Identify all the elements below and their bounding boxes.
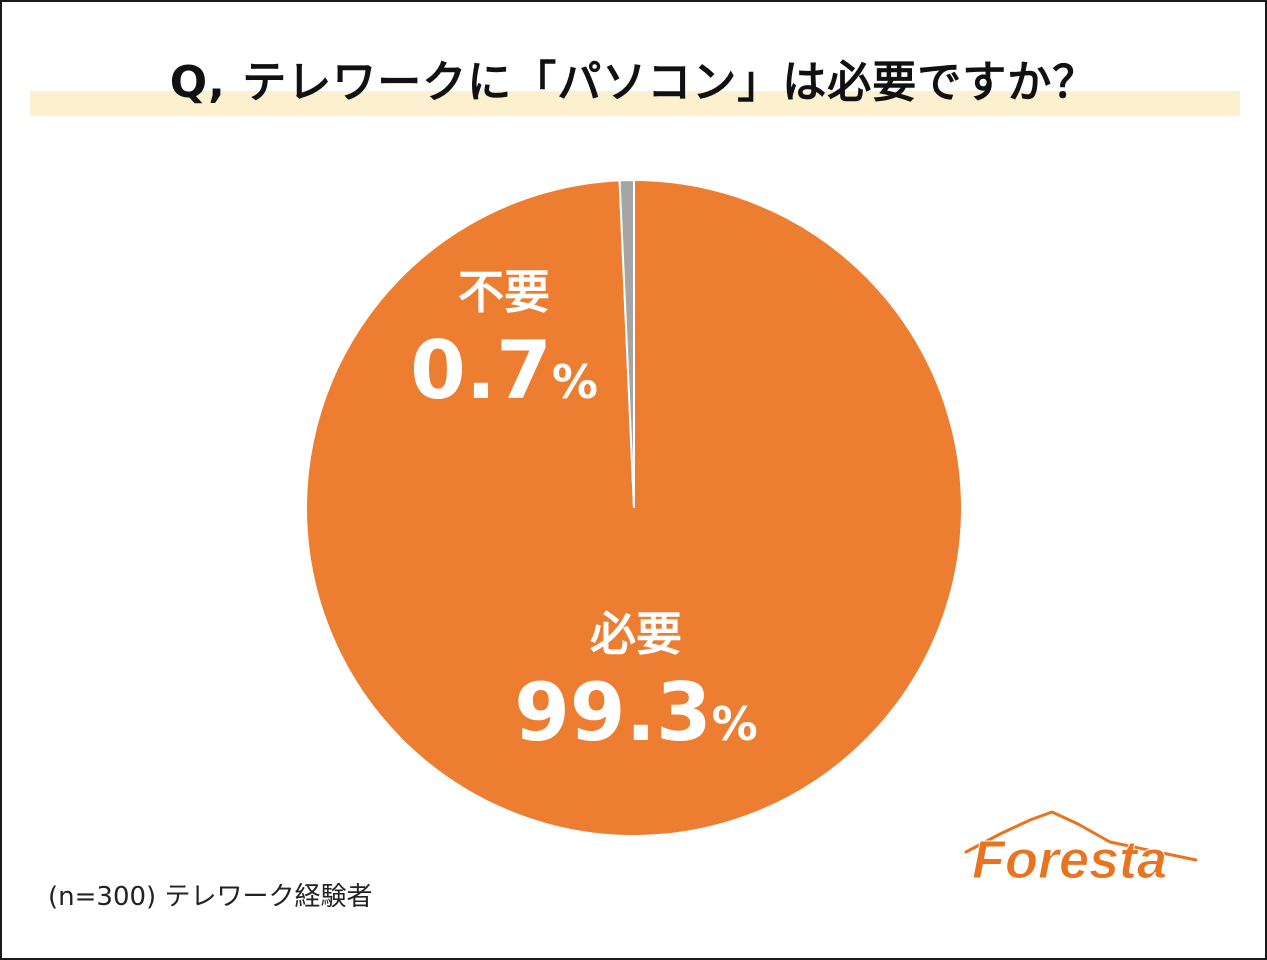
not-required-value-label: 0.7% xyxy=(410,324,598,417)
not-required-category-label: 不要 xyxy=(458,265,550,319)
required-category-label: 必要 xyxy=(590,607,682,661)
required-value-label: 99.3% xyxy=(514,666,757,759)
title-highlight-band xyxy=(30,91,1240,116)
sample-note: (n=300) テレワーク経験者 xyxy=(48,882,373,912)
pie-slice-required xyxy=(305,178,963,837)
pie-slice-not-required xyxy=(618,178,635,509)
foresta-logo: Foresta xyxy=(964,810,1198,886)
logo-roof-icon xyxy=(964,810,1198,862)
chart-title: Q, テレワークに「パソコン」は必要ですか？ xyxy=(169,57,1098,108)
logo-wordmark: Foresta xyxy=(972,830,1167,886)
